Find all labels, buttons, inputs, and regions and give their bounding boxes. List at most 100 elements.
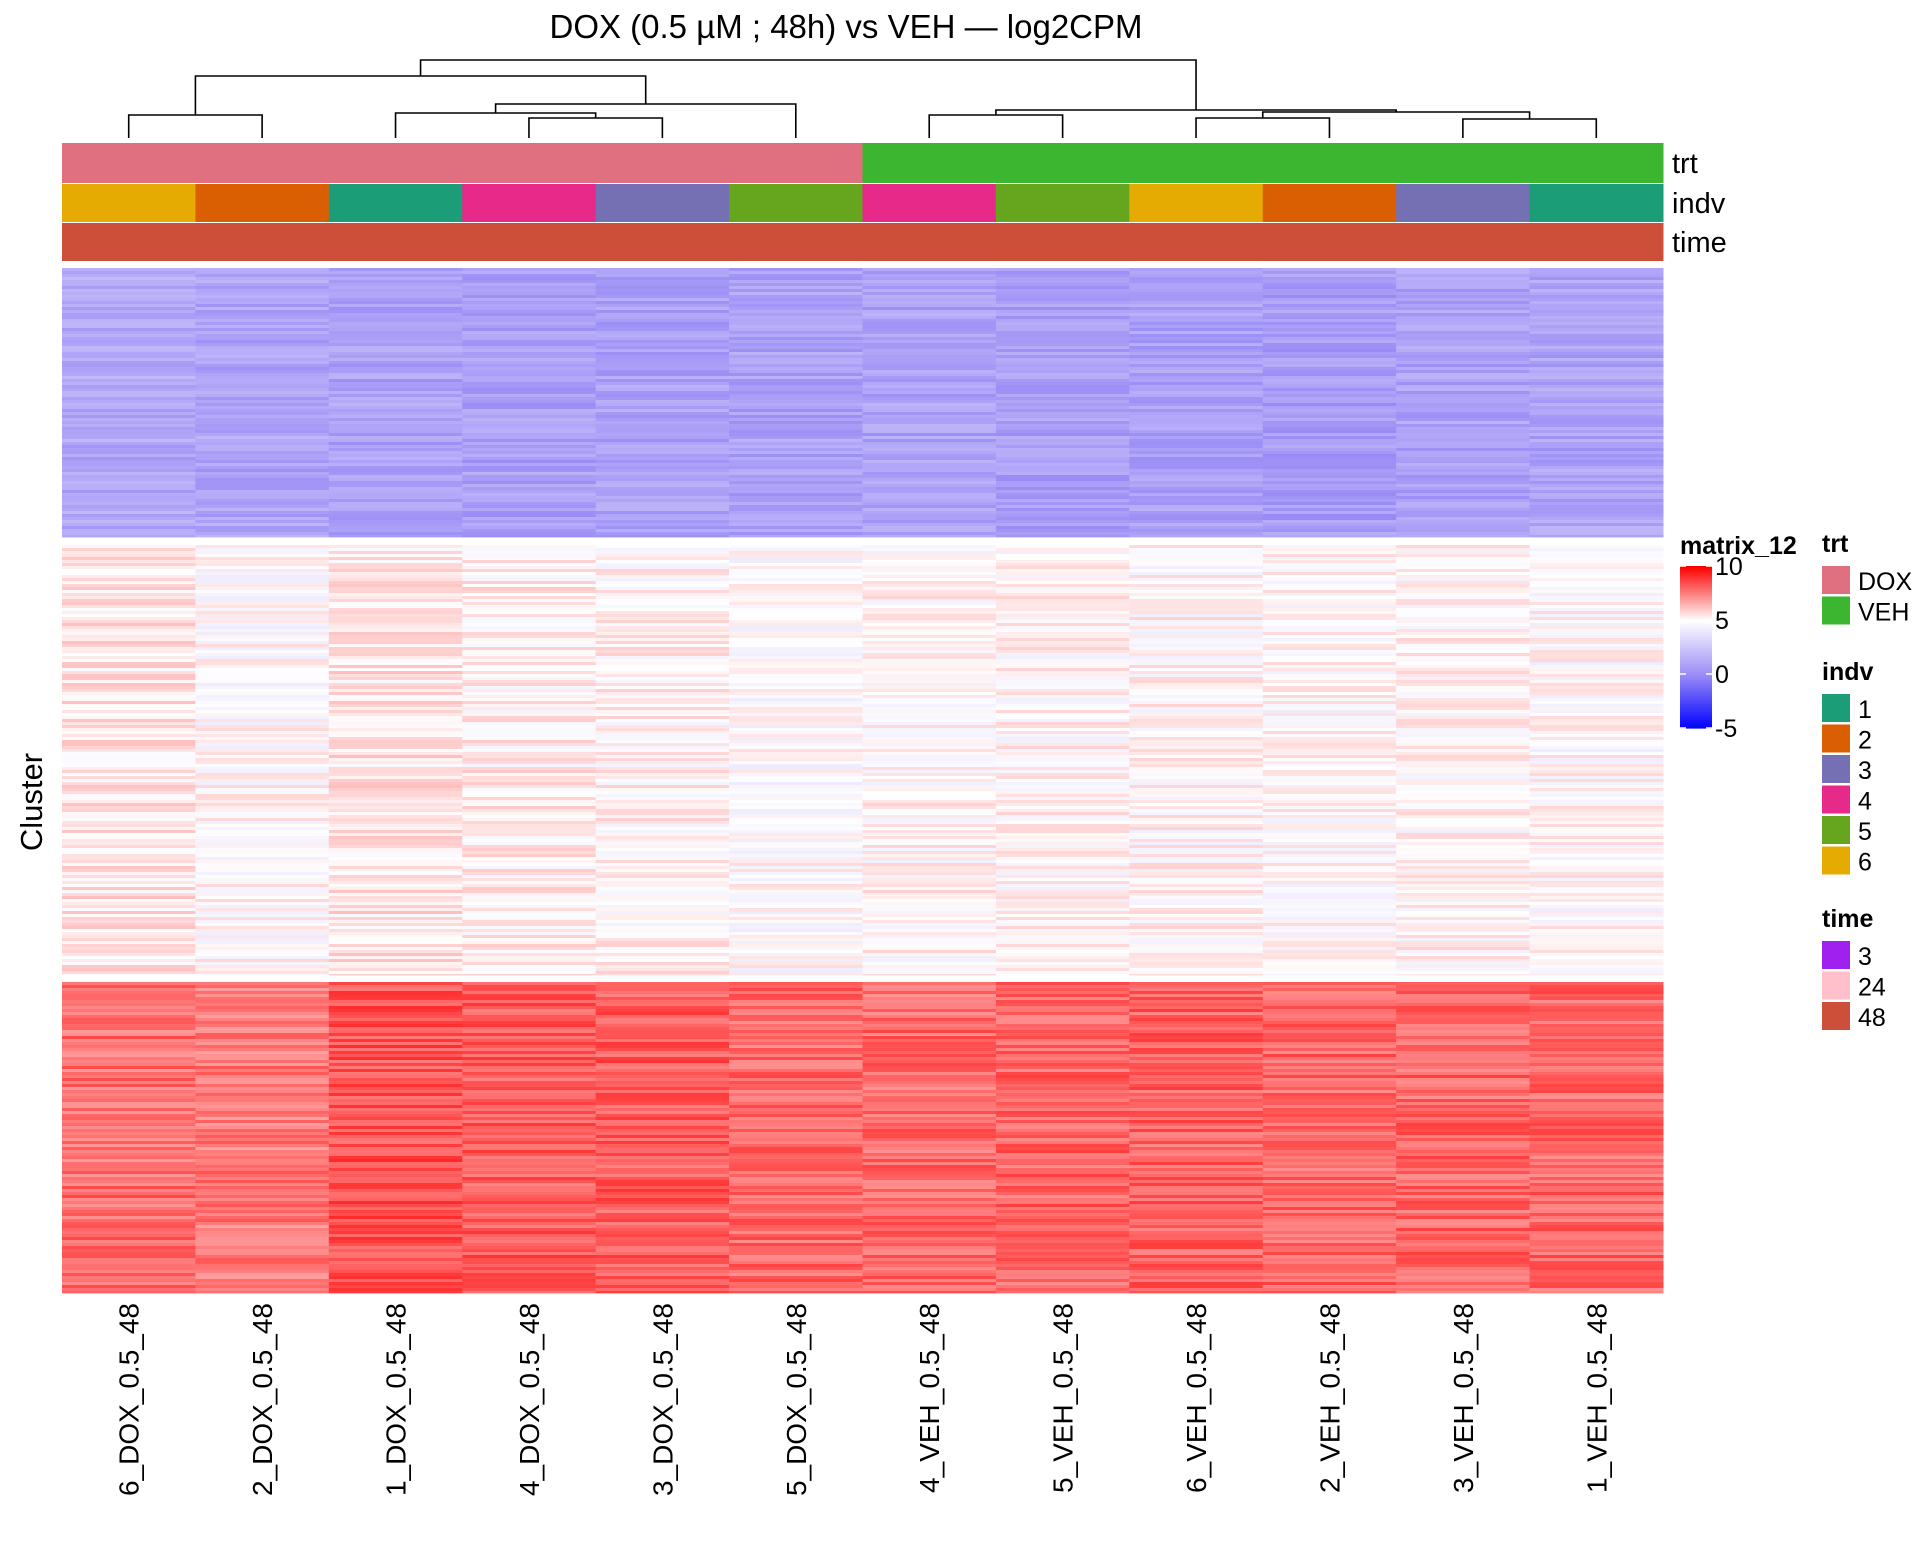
heatmap-cell bbox=[729, 1105, 863, 1109]
heatmap-cell bbox=[1262, 517, 1397, 521]
heatmap-cell bbox=[62, 319, 196, 323]
heatmap-cell bbox=[62, 1114, 196, 1118]
heatmap-cell bbox=[62, 1261, 196, 1265]
heatmap-cell bbox=[1262, 545, 1397, 549]
heatmap-cell bbox=[1396, 635, 1531, 639]
heatmap-cell bbox=[195, 529, 330, 533]
heatmap-cell bbox=[462, 572, 597, 576]
heatmap-cell bbox=[328, 1255, 463, 1259]
heatmap-cell bbox=[195, 686, 330, 690]
heatmap-cell bbox=[1129, 514, 1264, 518]
heatmap-cell bbox=[1129, 1258, 1264, 1262]
heatmap-cell bbox=[328, 418, 463, 422]
heatmap-cell bbox=[1262, 548, 1397, 552]
heatmap-cell bbox=[595, 1063, 730, 1067]
heatmap-cell bbox=[862, 1174, 997, 1178]
heatmap-cell bbox=[729, 1114, 863, 1118]
heatmap-cell bbox=[1129, 286, 1264, 290]
heatmap-cell bbox=[195, 737, 330, 741]
heatmap-cell bbox=[462, 809, 597, 813]
heatmap-cell bbox=[729, 289, 863, 293]
heatmap-cell bbox=[862, 529, 997, 533]
heatmap-cell bbox=[1129, 1126, 1264, 1130]
heatmap-cell bbox=[729, 442, 863, 446]
heatmap-cell bbox=[1129, 1012, 1264, 1016]
heatmap-cell bbox=[995, 902, 1130, 906]
color-scale-bar bbox=[1680, 706, 1712, 709]
heatmap-cell bbox=[462, 674, 597, 678]
heatmap-cell bbox=[729, 752, 863, 756]
heatmap-cell bbox=[1262, 956, 1397, 960]
heatmap-cell bbox=[862, 1093, 997, 1097]
heatmap-cell bbox=[195, 406, 330, 410]
heatmap-cell bbox=[595, 982, 730, 986]
heatmap-cell bbox=[729, 566, 863, 570]
heatmap-cell bbox=[62, 1189, 196, 1193]
heatmap-cell bbox=[1262, 472, 1397, 476]
heatmap-cell bbox=[462, 466, 597, 470]
heatmap-cell bbox=[595, 436, 730, 440]
heatmap-cell bbox=[1129, 839, 1264, 843]
heatmap-cell bbox=[1529, 1204, 1664, 1208]
heatmap-cell bbox=[62, 545, 196, 549]
heatmap-cell bbox=[729, 331, 863, 335]
heatmap-cell bbox=[729, 737, 863, 741]
heatmap-cell bbox=[1396, 349, 1531, 353]
heatmap-cell bbox=[328, 1024, 463, 1028]
heatmap-cell bbox=[729, 511, 863, 515]
heatmap-cell bbox=[462, 382, 597, 386]
heatmap-cell bbox=[595, 313, 730, 317]
heatmap-cell bbox=[729, 938, 863, 942]
heatmap-cell bbox=[995, 397, 1130, 401]
heatmap-cell bbox=[1529, 310, 1664, 314]
heatmap-cell bbox=[1262, 349, 1397, 353]
heatmap-cell bbox=[595, 511, 730, 515]
heatmap-cell bbox=[595, 794, 730, 798]
heatmap-cell bbox=[729, 1147, 863, 1151]
heatmap-cell bbox=[195, 869, 330, 873]
heatmap-cell bbox=[328, 283, 463, 287]
heatmap-cell bbox=[462, 286, 597, 290]
heatmap-cell bbox=[1396, 1252, 1531, 1256]
heatmap-cell bbox=[62, 364, 196, 368]
heatmap-cell bbox=[729, 713, 863, 717]
color-scale-bar bbox=[1680, 566, 1712, 569]
heatmap-cell bbox=[1529, 1216, 1664, 1220]
heatmap-cell bbox=[328, 560, 463, 564]
heatmap-cell bbox=[328, 716, 463, 720]
heatmap-cell bbox=[1129, 824, 1264, 828]
heatmap-cell bbox=[595, 475, 730, 479]
heatmap-cell bbox=[328, 1036, 463, 1040]
heatmap-cell bbox=[995, 1192, 1130, 1196]
heatmap-cell bbox=[1262, 478, 1397, 482]
heatmap-cell bbox=[729, 1081, 863, 1085]
heatmap-cell bbox=[595, 929, 730, 933]
heatmap-cell bbox=[729, 1183, 863, 1187]
heatmap-cell bbox=[328, 994, 463, 998]
trt-annotation-cell bbox=[328, 143, 463, 183]
heatmap-cell bbox=[1529, 971, 1664, 975]
heatmap-cell bbox=[1262, 1189, 1397, 1193]
heatmap-cell bbox=[862, 1168, 997, 1172]
heatmap-cell bbox=[462, 301, 597, 305]
heatmap-cell bbox=[729, 1216, 863, 1220]
heatmap-cell bbox=[62, 1246, 196, 1250]
heatmap-cell bbox=[995, 1012, 1130, 1016]
heatmap-cell bbox=[62, 1009, 196, 1013]
heatmap-cell bbox=[195, 1129, 330, 1133]
heatmap-cell bbox=[195, 908, 330, 912]
heatmap-cell bbox=[862, 283, 997, 287]
heatmap-cell bbox=[862, 307, 997, 311]
heatmap-cell bbox=[995, 689, 1130, 693]
heatmap-cell bbox=[995, 626, 1130, 630]
heatmap-cell bbox=[995, 659, 1130, 663]
heatmap-cell bbox=[62, 785, 196, 789]
heatmap-cell bbox=[862, 1075, 997, 1079]
heatmap-cell bbox=[862, 343, 997, 347]
heatmap-cell bbox=[595, 343, 730, 347]
color-scale-bar bbox=[1680, 690, 1712, 693]
heatmap-cell bbox=[462, 535, 597, 538]
heatmap-cell bbox=[1262, 668, 1397, 672]
heatmap-cell bbox=[1396, 1285, 1531, 1289]
heatmap-cell bbox=[62, 833, 196, 837]
